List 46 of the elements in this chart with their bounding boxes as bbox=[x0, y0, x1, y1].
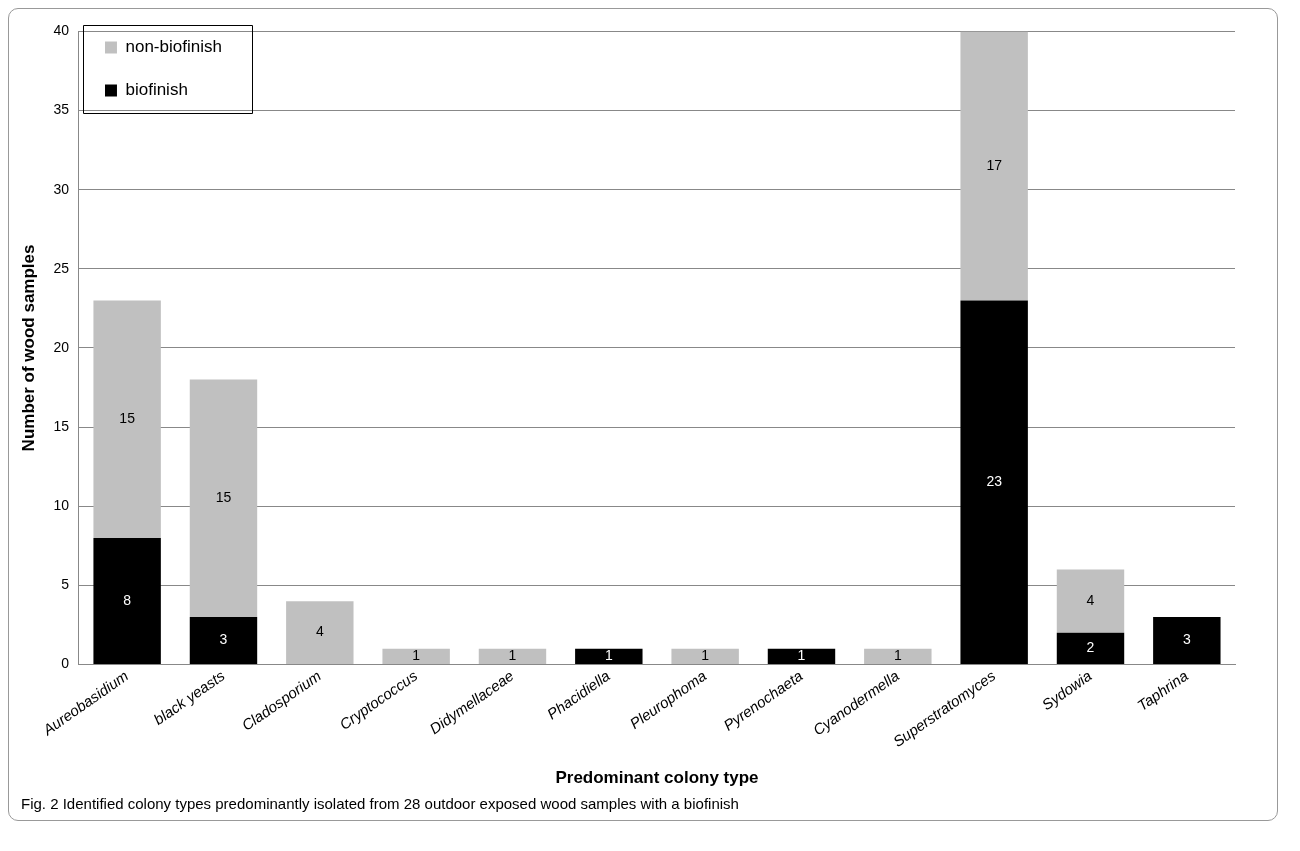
bar bbox=[671, 648, 739, 665]
x-axis-title: Predominant colony type bbox=[555, 768, 759, 788]
bar bbox=[286, 601, 354, 665]
y-tick-label: 10 bbox=[53, 497, 70, 514]
bar bbox=[575, 648, 643, 665]
bar bbox=[960, 300, 1028, 665]
y-tick-label: 0 bbox=[61, 655, 70, 672]
caption: Fig. 2 Identified colony types predominantly isolated from 28 outdoor exposed wood samples with a biofinish bbox=[20, 794, 740, 814]
y-tick-label: 40 bbox=[53, 22, 70, 39]
data-label: 3 bbox=[219, 631, 228, 648]
y-axis-title: Number of wood samples bbox=[18, 244, 38, 452]
bar bbox=[189, 379, 258, 618]
data-label: 23 bbox=[986, 473, 1003, 490]
legend-label: biofinish bbox=[125, 80, 188, 100]
data-label: 4 bbox=[1086, 592, 1095, 609]
data-label: 1 bbox=[412, 647, 421, 664]
data-label: 1 bbox=[797, 647, 806, 664]
y-tick-label: 35 bbox=[53, 101, 70, 118]
bar bbox=[960, 31, 1028, 301]
bar bbox=[767, 648, 836, 665]
bar bbox=[1153, 617, 1221, 665]
data-label: 4 bbox=[315, 623, 324, 640]
bar bbox=[93, 537, 161, 665]
y-tick-label: 25 bbox=[53, 259, 70, 276]
bar bbox=[93, 300, 161, 538]
data-label: 1 bbox=[604, 647, 613, 664]
bar bbox=[382, 648, 450, 665]
bar bbox=[189, 617, 258, 665]
data-label: 15 bbox=[215, 489, 232, 506]
y-tick-label: 15 bbox=[53, 417, 70, 434]
bar bbox=[478, 648, 547, 665]
bar bbox=[1056, 569, 1125, 633]
data-label: 8 bbox=[123, 591, 132, 608]
y-tick-label: 20 bbox=[53, 338, 70, 355]
data-label: 1 bbox=[508, 647, 517, 664]
bar bbox=[864, 648, 932, 665]
data-label: 1 bbox=[893, 647, 902, 664]
data-label: 3 bbox=[1182, 631, 1191, 648]
legend-label: non-biofinish bbox=[125, 37, 222, 57]
data-label: 1 bbox=[701, 647, 710, 664]
y-tick-label: 5 bbox=[61, 576, 70, 593]
data-label: 17 bbox=[986, 156, 1003, 173]
bar bbox=[1056, 632, 1125, 665]
y-tick-label: 30 bbox=[53, 180, 70, 197]
data-label: 15 bbox=[119, 410, 136, 427]
data-label: 2 bbox=[1086, 639, 1095, 656]
